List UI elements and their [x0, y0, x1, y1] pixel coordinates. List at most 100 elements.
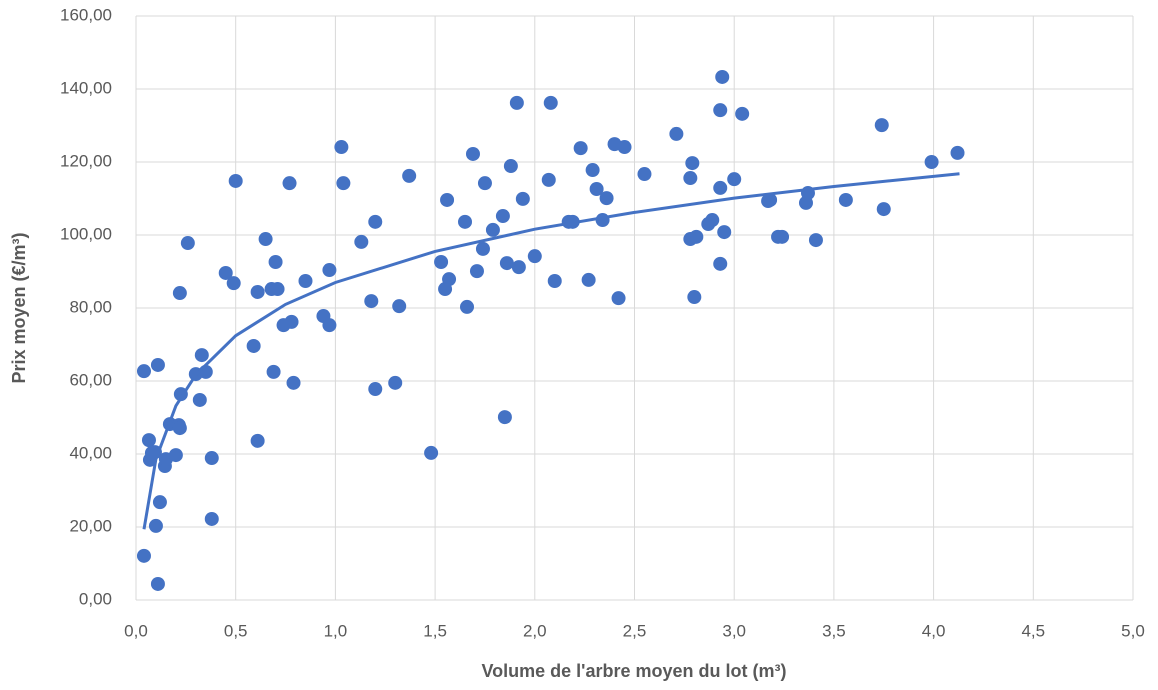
y-tick-label: 100,00 — [60, 224, 112, 243]
data-point — [270, 282, 285, 297]
data-point — [284, 314, 299, 329]
x-tick-label: 4,5 — [1021, 621, 1045, 640]
data-point — [141, 433, 156, 448]
data-point — [763, 192, 778, 207]
data-point — [713, 256, 728, 271]
data-point — [246, 338, 261, 353]
data-point — [424, 445, 439, 460]
data-point — [282, 176, 297, 191]
data-point — [547, 273, 562, 288]
data-point — [874, 118, 889, 133]
data-point — [541, 172, 556, 187]
data-point — [727, 172, 742, 187]
data-point — [268, 255, 283, 270]
data-point — [499, 256, 514, 271]
data-point — [266, 364, 281, 379]
data-point — [687, 290, 702, 305]
data-point — [950, 145, 965, 160]
data-point — [368, 382, 383, 397]
data-point — [465, 146, 480, 161]
data-point — [150, 576, 165, 591]
data-point — [495, 209, 510, 224]
data-point — [250, 433, 265, 448]
y-tick-label: 60,00 — [69, 370, 112, 389]
data-point — [497, 410, 512, 425]
data-point — [509, 95, 524, 110]
y-tick-label: 120,00 — [60, 151, 112, 170]
data-point — [599, 191, 614, 206]
y-tick-label: 0,00 — [79, 589, 112, 608]
data-point — [808, 233, 823, 248]
data-point — [717, 225, 732, 240]
data-point — [713, 180, 728, 195]
x-tick-label: 3,5 — [822, 621, 846, 640]
data-point — [136, 548, 151, 563]
data-point — [392, 299, 407, 314]
y-tick-label: 80,00 — [69, 297, 112, 316]
trendline — [142, 172, 960, 530]
data-point — [475, 241, 490, 256]
data-point — [442, 272, 457, 287]
data-point — [322, 318, 337, 333]
data-point — [192, 392, 207, 407]
data-point — [402, 168, 417, 183]
data-point — [334, 140, 349, 155]
y-tick-label: 20,00 — [69, 516, 112, 535]
data-point — [924, 155, 939, 169]
data-point — [585, 163, 600, 178]
data-point — [581, 272, 596, 287]
y-tick-label: 140,00 — [60, 78, 112, 97]
data-point — [543, 95, 558, 110]
data-point — [611, 291, 626, 306]
data-point — [368, 214, 383, 229]
data-point — [477, 176, 492, 191]
data-point — [148, 518, 163, 533]
data-point — [250, 284, 265, 299]
data-point — [838, 192, 853, 207]
data-point — [218, 265, 233, 280]
y-tick-label: 160,00 — [60, 5, 112, 24]
x-tick-label: 1,0 — [324, 621, 348, 640]
data-point — [689, 229, 704, 244]
data-point — [511, 260, 526, 275]
data-point — [434, 255, 449, 270]
data-point — [298, 273, 313, 288]
data-point — [152, 495, 167, 510]
x-tick-label: 5,0 — [1121, 621, 1145, 640]
data-point — [322, 263, 337, 278]
data-point — [204, 511, 219, 526]
data-point — [617, 140, 632, 155]
data-point — [503, 159, 518, 174]
data-point — [876, 202, 891, 217]
y-tick-label: 40,00 — [69, 443, 112, 462]
x-tick-label: 0,0 — [124, 621, 148, 640]
data-point — [440, 192, 455, 207]
data-point — [150, 357, 165, 372]
data-point — [388, 375, 403, 390]
data-point — [705, 213, 720, 228]
data-point — [204, 451, 219, 466]
x-tick-label: 0,5 — [224, 621, 248, 640]
data-point — [364, 294, 379, 309]
data-point — [286, 375, 301, 390]
data-point — [589, 182, 604, 197]
data-point — [460, 299, 475, 314]
data-point — [336, 176, 351, 191]
data-point — [485, 222, 500, 237]
data-point — [168, 448, 183, 463]
data-point — [172, 421, 187, 436]
data-point — [180, 236, 195, 251]
data-point — [683, 171, 698, 186]
data-point — [669, 126, 684, 141]
x-tick-label: 2,5 — [623, 621, 647, 640]
data-point — [469, 264, 484, 279]
data-point — [515, 191, 530, 206]
x-tick-label: 3,0 — [722, 621, 746, 640]
data-point — [172, 286, 187, 301]
data-point — [194, 348, 209, 363]
x-axis-title: Volume de l'arbre moyen du lot (m³) — [482, 661, 787, 681]
data-point — [775, 229, 790, 244]
y-axis-title: Prix moyen (€/m³) — [9, 232, 29, 383]
data-point — [715, 69, 730, 84]
data-point — [573, 141, 588, 156]
